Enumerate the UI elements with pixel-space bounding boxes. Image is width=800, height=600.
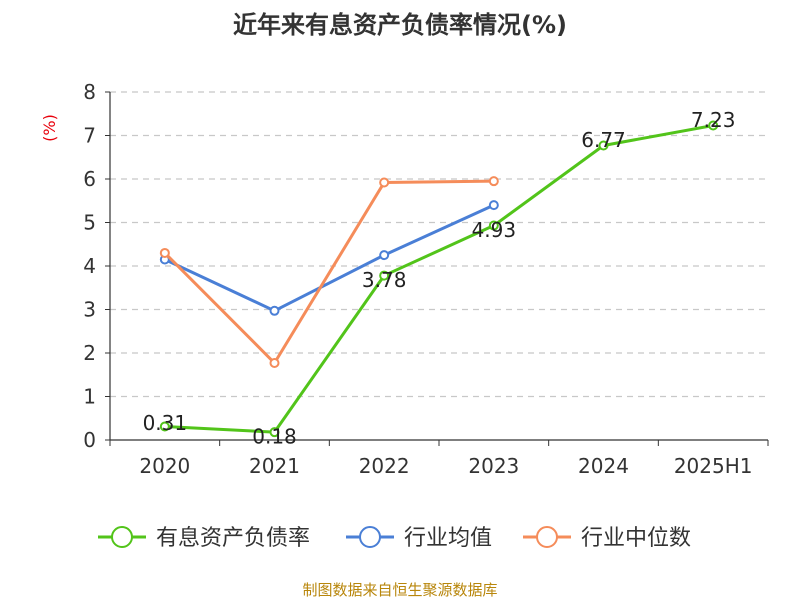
y-tick-label: 5 [83, 211, 96, 235]
data-point [159, 247, 170, 258]
y-tick-label: 4 [83, 254, 96, 278]
data-point [708, 120, 719, 131]
source-note: 制图数据来自恒生聚源数据库 [302, 581, 497, 599]
y-tick-label: 3 [83, 298, 96, 322]
data-label: 7.23 [691, 108, 736, 132]
data-point [488, 200, 499, 211]
x-tick-label: 2025H1 [674, 454, 753, 478]
data-label: 0.31 [143, 411, 188, 435]
data-label: 0.18 [252, 425, 297, 449]
data-point [488, 176, 499, 187]
y-tick-label: 1 [83, 385, 96, 409]
legend-marker [359, 526, 381, 548]
x-tick-label: 2023 [468, 454, 519, 478]
series-2 [159, 176, 499, 369]
legend-label: 有息资产负债率 [156, 526, 310, 551]
data-point [379, 177, 390, 188]
series-line [163, 179, 496, 365]
data-label: 6.77 [581, 128, 626, 152]
y-tick-label: 0 [83, 428, 96, 452]
x-tick-label: 2021 [249, 454, 300, 478]
y-axis-label: (%) [40, 114, 59, 142]
data-label: 3.78 [362, 268, 407, 292]
data-point [269, 358, 280, 369]
series-line [163, 203, 496, 313]
x-tick-label: 2020 [139, 454, 190, 478]
y-tick-label: 6 [83, 167, 96, 191]
axes: 0 1 2 3 4 5 6 7 8 2020 2021 2022 2023 2024 2025H1 [83, 80, 769, 478]
data-point [488, 220, 499, 231]
data-point [379, 250, 390, 261]
data-point [159, 421, 170, 432]
legend-label: 行业均值 [404, 526, 492, 551]
legend-marker [536, 526, 558, 548]
legend-item[interactable]: 行业均值 [346, 526, 492, 551]
gridlines [110, 91, 768, 398]
legend-label: 行业中位数 [581, 526, 691, 551]
y-tick-label: 2 [83, 341, 96, 365]
series-line [163, 123, 715, 434]
y-tick-label: 8 [83, 80, 96, 104]
chart-title: 近年来有息资产负债率情况(%) [233, 11, 567, 39]
data-labels: 0.31 0.18 3.78 4.93 6.77 7.23 [143, 108, 736, 449]
y-tick-label: 7 [83, 124, 96, 148]
data-point [269, 427, 280, 438]
x-tick-label: 2022 [359, 454, 410, 478]
x-tick-label: 2024 [578, 454, 629, 478]
legend-item[interactable]: 有息资产负债率 [98, 526, 310, 551]
legend[interactable]: 有息资产负债率 行业均值 行业中位数 [98, 526, 691, 551]
data-label: 4.93 [472, 218, 517, 242]
series-1 [159, 200, 499, 316]
series-layer [159, 120, 719, 438]
legend-item[interactable]: 行业中位数 [523, 526, 691, 551]
legend-marker [111, 526, 133, 548]
data-point [269, 305, 280, 316]
series-0 [159, 120, 719, 438]
data-point [379, 270, 390, 281]
data-point [598, 140, 609, 151]
